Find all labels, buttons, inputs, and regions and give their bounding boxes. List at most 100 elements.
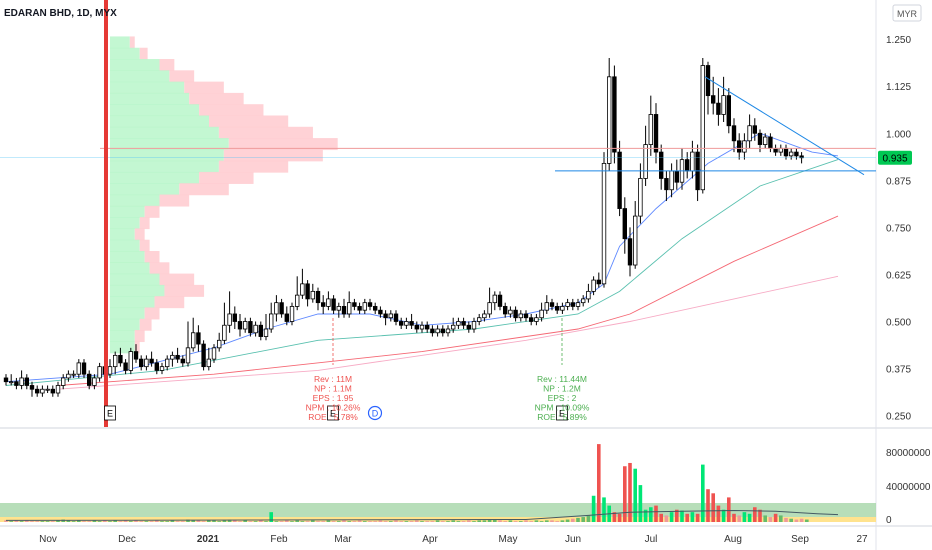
volume-bar (789, 518, 793, 522)
profile-bar-down (139, 47, 148, 60)
volume-bar (727, 497, 731, 522)
candle-body (87, 373, 92, 386)
volume-bar (550, 520, 554, 522)
volume-bar (581, 517, 585, 522)
candle-body (138, 358, 144, 368)
candle-body (378, 309, 383, 315)
volume-ma-line (5, 509, 839, 521)
candle-body (107, 366, 113, 375)
candle-body (555, 306, 560, 311)
volume-bar (139, 521, 143, 522)
volume-bar (191, 520, 195, 522)
candle-body (398, 321, 404, 326)
volume-bar (321, 521, 325, 522)
volume-bar (383, 521, 388, 522)
volume-bar (175, 521, 180, 522)
profile-bar-up (110, 47, 140, 60)
profile-bar-down (184, 81, 224, 94)
volume-bar (35, 521, 39, 522)
volume-bar (357, 520, 362, 522)
candle-body (71, 373, 76, 376)
candle-body (539, 309, 544, 319)
volume-bar (586, 515, 591, 522)
candle-body (92, 377, 97, 386)
volume-bar (30, 521, 34, 522)
x-tick-label: Feb (270, 534, 288, 545)
candle-body (508, 309, 513, 315)
volume-bar (56, 520, 60, 522)
candle-body (601, 162, 607, 285)
volume-bar (529, 521, 533, 522)
volume-bar (456, 521, 461, 522)
candle-body (289, 306, 295, 322)
profile-bar-down (159, 273, 195, 286)
candle-body (206, 358, 211, 368)
volume-bar (134, 520, 138, 522)
y-tick-label: 0.375 (886, 365, 911, 376)
candle-body (721, 95, 726, 115)
candle-body (518, 313, 523, 319)
candle-body (737, 140, 742, 153)
candle-body (133, 351, 139, 360)
volume-bar (732, 513, 736, 522)
candle-body (466, 324, 471, 330)
candle-body (128, 351, 133, 371)
profile-bar-up (110, 171, 200, 184)
volume-bar (311, 520, 315, 522)
profile-bar-down (134, 228, 145, 241)
candle-body (185, 347, 191, 364)
candle-body (97, 366, 102, 379)
x-tick-label: Dec (118, 534, 136, 545)
candle-body (513, 309, 518, 319)
volume-bar (643, 509, 648, 522)
profile-bar-down (159, 59, 175, 72)
volume-bar (217, 521, 221, 522)
candle-body (55, 385, 61, 394)
earnings-detail: Rev : 11M (314, 374, 352, 384)
last-price-tag: 0.935 (878, 150, 912, 165)
volume-bar (207, 520, 211, 522)
candle-body (430, 328, 435, 334)
volume-bar (92, 520, 97, 522)
profile-bar-up (110, 126, 219, 139)
candle-body (789, 151, 794, 157)
currency-badge[interactable]: MYR (892, 4, 922, 22)
trend-line (704, 76, 865, 176)
volume-bar (758, 509, 762, 522)
profile-bar-down (223, 149, 323, 162)
volume-bar (305, 521, 310, 522)
volume-bar (149, 521, 154, 522)
x-tick-label: Sep (791, 534, 809, 545)
last-price-label: 0.935 (882, 154, 907, 165)
volume-bar (498, 520, 502, 522)
candle-body (149, 358, 154, 364)
candle-body (123, 362, 128, 371)
volume-bar (331, 521, 336, 522)
volume-bar (160, 521, 164, 522)
volume-bar (326, 520, 331, 522)
volume-bar (430, 521, 435, 522)
candle-body (534, 317, 539, 322)
profile-bar-up (110, 341, 135, 354)
candle-body (211, 347, 217, 360)
profile-bar-up (110, 160, 219, 173)
volume-bar (659, 513, 663, 522)
volume-bar (389, 521, 393, 522)
volume-bar (690, 512, 695, 522)
candle-body (170, 354, 175, 360)
candle-body (549, 302, 555, 307)
candle-body (529, 317, 534, 322)
moving-average-line (57, 275, 839, 390)
profile-bar-up (110, 217, 140, 230)
volume-bar (279, 521, 284, 522)
volume-bar (165, 521, 169, 522)
profile-bar-down (218, 126, 313, 139)
x-tick-label: Jul (645, 534, 658, 545)
candle-body (367, 302, 373, 307)
candle-body (294, 294, 300, 307)
y-tick-label: 1.000 (886, 129, 911, 140)
candle-body (154, 362, 159, 371)
volume-bar (77, 520, 81, 522)
volume-bar (628, 462, 632, 522)
